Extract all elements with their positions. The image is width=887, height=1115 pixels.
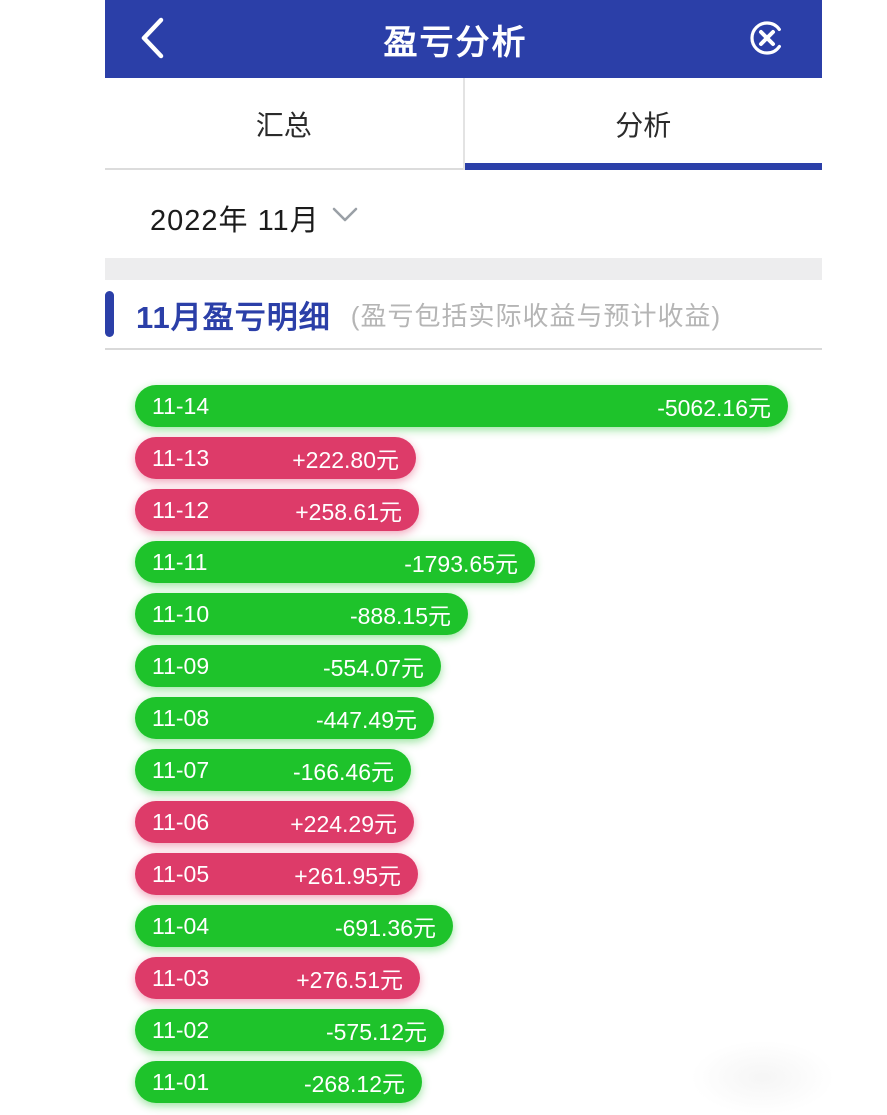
bar-11-06: 11-06 +224.29元 bbox=[135, 801, 414, 843]
bar-row: 11-03 +276.51元 bbox=[135, 957, 822, 1009]
bar-11-12: 11-12 +258.61元 bbox=[135, 489, 419, 531]
month-selector-label: 2022年 11月 bbox=[150, 205, 320, 237]
bar-value-label: -166.46元 bbox=[292, 759, 394, 785]
bar-11-01: 11-01 -268.12元 bbox=[135, 1061, 422, 1103]
bar-11-08: 11-08 -447.49元 bbox=[135, 697, 434, 739]
bar-11-11: 11-11 -1793.65元 bbox=[135, 541, 535, 583]
bar-row: 11-09 -554.07元 bbox=[135, 645, 822, 697]
bar-row: 11-04 -691.36元 bbox=[135, 905, 822, 957]
bar-row: 11-02 -575.12元 bbox=[135, 1009, 822, 1061]
bar-date-label: 11-09 bbox=[152, 652, 210, 679]
header: 盈亏分析 bbox=[105, 0, 822, 78]
bar-11-02: 11-02 -575.12元 bbox=[135, 1009, 444, 1051]
bar-value-label: +258.61元 bbox=[295, 499, 402, 525]
back-button[interactable] bbox=[139, 15, 165, 64]
bar-value-label: -554.07元 bbox=[322, 655, 424, 681]
tab-summary[interactable]: 汇总 bbox=[105, 78, 463, 170]
bar-row: 11-06 +224.29元 bbox=[135, 801, 822, 853]
bar-date-label: 11-11 bbox=[152, 548, 208, 575]
bar-date-label: 11-08 bbox=[152, 704, 210, 731]
bar-date-label: 11-03 bbox=[152, 964, 210, 991]
bar-value-label: +261.95元 bbox=[294, 863, 401, 889]
bar-date-label: 11-12 bbox=[152, 496, 210, 523]
bar-11-10: 11-10 -888.15元 bbox=[135, 593, 468, 635]
bar-row: 11-11 -1793.65元 bbox=[135, 541, 822, 593]
bar-row: 11-13 +222.80元 bbox=[135, 437, 822, 489]
bar-date-label: 11-01 bbox=[152, 1068, 210, 1095]
bar-date-label: 11-06 bbox=[152, 808, 210, 835]
section-header: 11月盈亏明细 (盈亏包括实际收益与预计收益) bbox=[105, 280, 822, 350]
daily-pnl-bar-chart: 11-14 -5062.16元 11-13 +222.80元 11-12 +258.61元… bbox=[105, 350, 822, 1113]
bar-value-label: -888.15元 bbox=[349, 603, 451, 629]
bar-value-label: +276.51元 bbox=[296, 967, 403, 993]
chevron-left-icon bbox=[139, 15, 165, 64]
bar-11-09: 11-09 -554.07元 bbox=[135, 645, 441, 687]
tab-divider bbox=[462, 78, 465, 170]
bar-11-05: 11-05 +261.95元 bbox=[135, 853, 418, 895]
profit-loss-analysis-screen: 盈亏分析 汇总 分析 2022年 11月 11月盈亏明细 bbox=[105, 0, 822, 1115]
bar-11-07: 11-07 -166.46元 bbox=[135, 749, 411, 791]
tab-bar: 汇总 分析 bbox=[105, 78, 822, 170]
bar-date-label: 11-10 bbox=[152, 600, 210, 627]
bar-value-label: -268.12元 bbox=[303, 1071, 405, 1097]
section-accent-bar bbox=[105, 291, 114, 337]
bar-row: 11-12 +258.61元 bbox=[135, 489, 822, 541]
bar-date-label: 11-14 bbox=[152, 392, 210, 419]
bar-date-label: 11-05 bbox=[152, 860, 210, 887]
bar-value-label: +224.29元 bbox=[290, 811, 397, 837]
section-title: 11月盈亏明细 bbox=[136, 299, 331, 335]
bar-11-04: 11-04 -691.36元 bbox=[135, 905, 453, 947]
bar-date-label: 11-07 bbox=[152, 756, 210, 783]
circle-x-icon bbox=[746, 17, 788, 62]
bar-row: 11-01 -268.12元 bbox=[135, 1061, 822, 1113]
bar-value-label: -575.12元 bbox=[325, 1019, 427, 1045]
close-button[interactable] bbox=[746, 17, 788, 62]
section-note: (盈亏包括实际收益与预计收益) bbox=[350, 300, 722, 331]
bar-date-label: 11-04 bbox=[152, 912, 210, 939]
page-title: 盈亏分析 bbox=[383, 23, 528, 62]
bar-11-14: 11-14 -5062.16元 bbox=[135, 385, 788, 427]
bar-11-03: 11-03 +276.51元 bbox=[135, 957, 420, 999]
bar-row: 11-08 -447.49元 bbox=[135, 697, 822, 749]
bar-value-label: -5062.16元 bbox=[657, 395, 771, 421]
bar-row: 11-05 +261.95元 bbox=[135, 853, 822, 905]
bar-11-13: 11-13 +222.80元 bbox=[135, 437, 416, 479]
bar-date-label: 11-02 bbox=[152, 1016, 210, 1043]
section-divider-band bbox=[105, 258, 822, 280]
bar-row: 11-10 -888.15元 bbox=[135, 593, 822, 645]
bar-value-label: -1793.65元 bbox=[404, 551, 518, 577]
bar-value-label: +222.80元 bbox=[292, 447, 399, 473]
tab-analysis[interactable]: 分析 bbox=[464, 78, 823, 170]
chevron-down-icon bbox=[332, 207, 358, 228]
bar-value-label: -447.49元 bbox=[315, 707, 417, 733]
bar-value-label: -691.36元 bbox=[334, 915, 436, 941]
bar-date-label: 11-13 bbox=[152, 444, 210, 471]
bar-row: 11-07 -166.46元 bbox=[135, 749, 822, 801]
bar-row: 11-14 -5062.16元 bbox=[135, 385, 822, 437]
month-selector[interactable]: 2022年 11月 bbox=[105, 170, 822, 237]
